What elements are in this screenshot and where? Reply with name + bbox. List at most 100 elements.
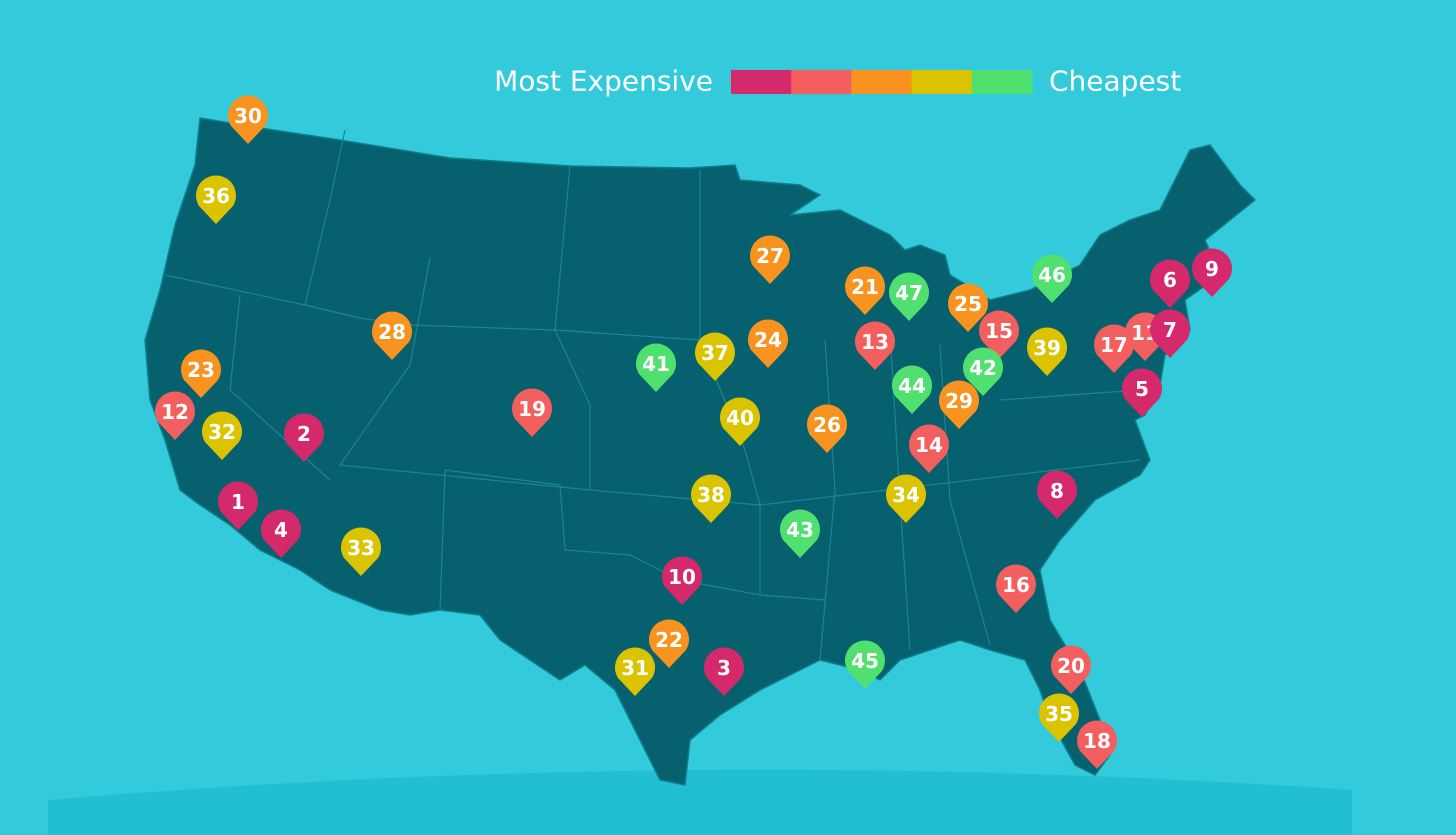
pin-marker <box>1122 368 1162 417</box>
pin: 35 <box>1039 693 1080 742</box>
pin-label: 37 <box>701 341 729 365</box>
pin-label: 26 <box>813 413 841 437</box>
pin: 36 <box>196 175 236 224</box>
pin-label: 5 <box>1135 377 1149 401</box>
pin: 15 <box>979 310 1020 359</box>
pin-marker <box>963 347 1004 396</box>
pin-label: 2 <box>297 422 311 446</box>
pin-label: 29 <box>945 389 973 413</box>
pin-marker <box>1027 327 1067 376</box>
pin: 22 <box>649 619 689 668</box>
pin: 8 <box>1037 470 1077 519</box>
legend-high-label: Most Expensive <box>494 65 713 98</box>
pin-label: 20 <box>1057 654 1085 678</box>
pin: 31 <box>614 647 655 696</box>
pin-marker <box>662 556 702 605</box>
pin-marker <box>939 380 980 429</box>
pin-marker <box>855 321 895 370</box>
pin: 4 <box>261 509 301 558</box>
pin-marker <box>1037 470 1077 519</box>
pin: 27 <box>750 235 790 284</box>
pin-label: 19 <box>518 397 546 421</box>
pin-marker <box>1191 248 1232 297</box>
pin-marker <box>1051 645 1091 694</box>
pin-label: 28 <box>378 320 406 344</box>
pin-label: 30 <box>234 104 262 128</box>
pin-label: 4 <box>274 518 288 542</box>
pin: 9 <box>1191 248 1232 297</box>
pin-marker <box>636 343 676 392</box>
legend-swatch <box>791 70 852 94</box>
pin-marker <box>779 509 820 558</box>
pin-label: 14 <box>915 433 943 457</box>
pin: 17 <box>1094 324 1134 373</box>
pin: 38 <box>691 474 732 523</box>
pin-label: 36 <box>202 184 230 208</box>
pin-label: 31 <box>621 656 649 680</box>
pin-label: 12 <box>161 400 189 424</box>
pin-marker <box>996 564 1036 613</box>
pin-label: 40 <box>726 406 754 430</box>
pin: 18 <box>1076 720 1117 769</box>
pin: 25 <box>948 283 989 332</box>
pin-marker <box>695 332 735 381</box>
pin-marker <box>512 388 552 437</box>
pin: 12 <box>155 391 196 440</box>
pin-label: 16 <box>1002 573 1030 597</box>
pin-marker <box>807 404 847 453</box>
pin: 6 <box>1150 259 1190 308</box>
pin-label: 24 <box>754 328 782 352</box>
pin-label: 46 <box>1038 263 1066 287</box>
bottom-band <box>48 769 1352 835</box>
legend-swatch <box>851 70 913 94</box>
pin: 42 <box>963 347 1004 396</box>
pin-marker <box>845 266 885 315</box>
pin-marker <box>228 95 268 144</box>
pin: 5 <box>1122 368 1162 417</box>
pin-marker <box>748 319 788 368</box>
pin: 29 <box>939 380 980 429</box>
pin: 7 <box>1150 309 1190 358</box>
pin-label: 17 <box>1100 333 1128 357</box>
pin: 26 <box>807 404 847 453</box>
pin-marker <box>1032 254 1072 303</box>
pin-label: 8 <box>1050 479 1064 503</box>
pin: 37 <box>695 332 735 381</box>
pin-marker <box>261 509 301 558</box>
pin: 34 <box>886 474 927 523</box>
pin-marker <box>909 424 949 473</box>
pin-label: 38 <box>697 483 725 507</box>
pin-label: 27 <box>756 244 784 268</box>
pin: 2 <box>284 413 324 462</box>
pin-label: 1 <box>231 490 245 514</box>
pin-label: 32 <box>208 420 236 444</box>
pin-marker <box>720 397 760 446</box>
pin: 16 <box>996 564 1036 613</box>
pin: 33 <box>340 527 381 576</box>
pin-label: 42 <box>969 356 997 380</box>
pin: 21 <box>845 266 885 315</box>
pin: 23 <box>181 349 221 398</box>
us-map <box>144 117 1257 786</box>
pin-marker <box>691 474 732 523</box>
pin-label: 35 <box>1045 702 1073 726</box>
pin-marker <box>1076 720 1117 769</box>
pin: 46 <box>1032 254 1072 303</box>
pin: 40 <box>720 397 760 446</box>
pin: 14 <box>909 424 949 473</box>
pin-marker <box>372 311 413 360</box>
pin-label: 22 <box>655 628 683 652</box>
pin: 43 <box>779 509 820 558</box>
pin-marker <box>845 640 885 689</box>
legend-swatch <box>971 70 1033 94</box>
pin-label: 15 <box>985 319 1013 343</box>
pin-label: 10 <box>668 565 696 589</box>
pin: 19 <box>512 388 552 437</box>
pin-label: 18 <box>1083 729 1111 753</box>
pin-marker <box>649 619 689 668</box>
pin: 24 <box>748 319 788 368</box>
pin-marker <box>218 481 258 530</box>
pin: 32 <box>202 411 242 460</box>
pin: 45 <box>845 640 885 689</box>
